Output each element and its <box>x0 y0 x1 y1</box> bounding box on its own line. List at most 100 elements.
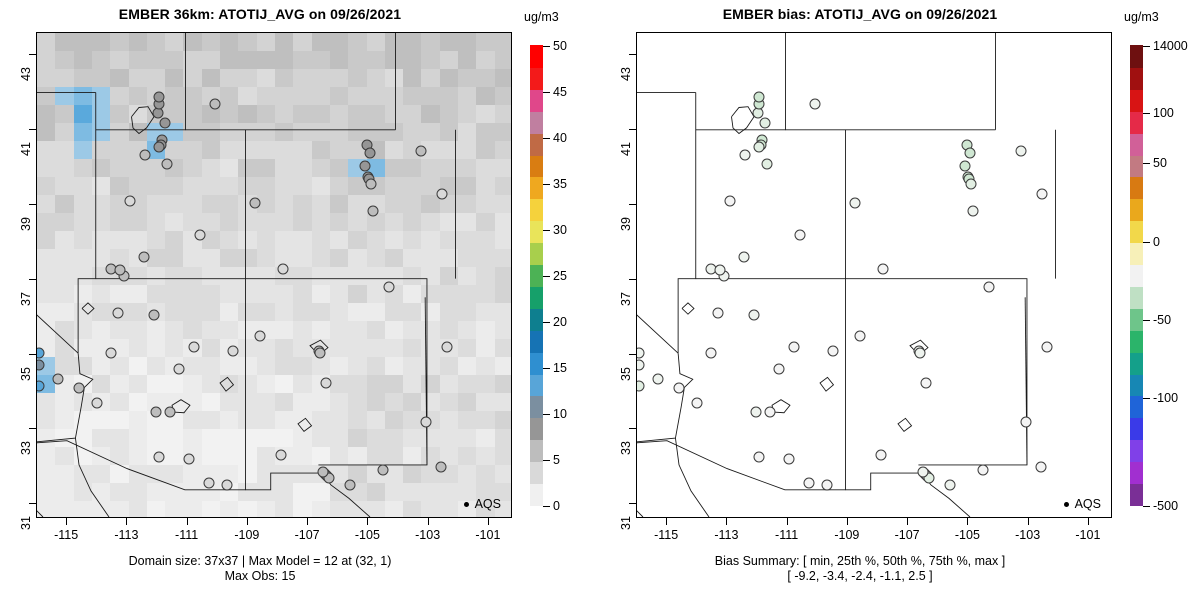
aqs-station-marker[interactable] <box>637 380 644 392</box>
aqs-station-marker[interactable] <box>752 107 763 119</box>
aqs-station-marker[interactable] <box>377 464 389 476</box>
aqs-station-marker[interactable] <box>436 188 448 200</box>
aqs-station-marker[interactable] <box>923 472 935 484</box>
aqs-station-marker[interactable] <box>809 98 821 110</box>
aqs-station-marker[interactable] <box>124 195 136 207</box>
aqs-station-marker[interactable] <box>1036 188 1048 200</box>
aqs-station-marker[interactable] <box>52 373 64 385</box>
aqs-station-marker[interactable] <box>1015 145 1027 157</box>
aqs-station-marker[interactable] <box>359 160 371 172</box>
aqs-station-marker[interactable] <box>114 264 126 276</box>
aqs-station-marker[interactable] <box>275 449 287 461</box>
aqs-station-marker[interactable] <box>753 91 765 103</box>
aqs-station-marker[interactable] <box>37 359 45 371</box>
aqs-station-marker[interactable] <box>748 309 760 321</box>
aqs-station-marker[interactable] <box>652 373 664 385</box>
aqs-station-marker[interactable] <box>877 263 889 275</box>
aqs-station-marker[interactable] <box>152 107 163 119</box>
aqs-station-marker[interactable] <box>112 307 124 319</box>
aqs-station-marker[interactable] <box>188 341 200 353</box>
aqs-station-marker[interactable] <box>73 382 85 394</box>
aqs-station-marker[interactable] <box>150 406 162 418</box>
aqs-station-marker[interactable] <box>364 147 376 159</box>
aqs-station-marker[interactable] <box>148 309 160 321</box>
aqs-station-marker[interactable] <box>965 178 977 190</box>
aqs-station-marker[interactable] <box>920 377 932 389</box>
aqs-station-marker[interactable] <box>209 98 221 110</box>
aqs-station-marker[interactable] <box>420 416 432 428</box>
aqs-station-marker[interactable] <box>673 382 685 394</box>
aqs-station-marker[interactable] <box>794 229 806 241</box>
aqs-station-marker[interactable] <box>1035 461 1047 473</box>
aqs-station-marker[interactable] <box>959 160 971 172</box>
aqs-station-marker[interactable] <box>739 149 751 160</box>
aqs-station-marker[interactable] <box>914 347 926 359</box>
aqs-station-marker[interactable] <box>788 341 800 353</box>
aqs-station-marker[interactable] <box>705 347 717 359</box>
aqs-station-marker[interactable] <box>221 479 233 491</box>
aqs-station-marker[interactable] <box>983 281 995 293</box>
aqs-station-marker[interactable] <box>365 178 377 190</box>
aqs-station-marker[interactable] <box>441 341 453 353</box>
aqs-station-marker[interactable] <box>91 397 103 409</box>
aqs-station-marker[interactable] <box>435 461 447 473</box>
aqs-station-marker[interactable] <box>153 91 165 103</box>
aqs-station-marker[interactable] <box>277 263 289 275</box>
aqs-station-marker[interactable] <box>821 479 833 491</box>
aqs-station-marker[interactable] <box>875 449 887 461</box>
aqs-station-marker[interactable] <box>317 466 329 478</box>
model-map-plot[interactable]: AQS <box>36 32 512 518</box>
aqs-station-marker[interactable] <box>759 117 771 129</box>
aqs-station-marker[interactable] <box>254 330 266 342</box>
aqs-station-marker[interactable] <box>773 363 785 375</box>
aqs-station-marker[interactable] <box>964 147 976 159</box>
aqs-station-marker[interactable] <box>750 406 762 418</box>
aqs-station-marker[interactable] <box>344 479 356 491</box>
aqs-station-marker[interactable] <box>849 197 861 209</box>
aqs-station-marker[interactable] <box>1041 341 1053 353</box>
aqs-station-marker[interactable] <box>917 466 929 478</box>
aqs-station-marker[interactable] <box>173 363 185 375</box>
aqs-station-marker[interactable] <box>183 453 195 465</box>
aqs-station-marker[interactable] <box>314 347 326 359</box>
aqs-station-marker[interactable] <box>691 397 703 409</box>
aqs-station-marker[interactable] <box>320 377 332 389</box>
aqs-station-marker[interactable] <box>323 472 335 484</box>
aqs-station-marker[interactable] <box>944 479 956 491</box>
aqs-station-marker[interactable] <box>967 205 979 217</box>
aqs-station-marker[interactable] <box>37 380 44 392</box>
aqs-station-marker[interactable] <box>138 251 150 263</box>
aqs-station-marker[interactable] <box>803 477 815 489</box>
aqs-station-marker[interactable] <box>105 347 117 359</box>
aqs-station-marker[interactable] <box>977 464 989 476</box>
aqs-station-marker[interactable] <box>738 251 750 263</box>
aqs-station-marker[interactable] <box>714 264 726 276</box>
aqs-station-marker[interactable] <box>783 453 795 465</box>
aqs-station-marker[interactable] <box>161 158 173 170</box>
aqs-station-marker[interactable] <box>153 141 165 153</box>
aqs-station-marker[interactable] <box>764 406 776 418</box>
aqs-station-marker[interactable] <box>37 347 44 359</box>
bias-map-plot[interactable]: AQS <box>636 32 1112 518</box>
aqs-station-marker[interactable] <box>712 307 724 319</box>
aqs-station-marker[interactable] <box>227 345 239 357</box>
aqs-station-marker[interactable] <box>637 359 645 371</box>
aqs-station-marker[interactable] <box>1020 416 1032 428</box>
aqs-station-marker[interactable] <box>139 149 151 160</box>
aqs-station-marker[interactable] <box>383 281 395 293</box>
aqs-station-marker[interactable] <box>827 345 839 357</box>
aqs-station-marker[interactable] <box>367 205 379 217</box>
aqs-station-marker[interactable] <box>164 406 176 418</box>
aqs-station-marker[interactable] <box>203 477 215 489</box>
aqs-station-marker[interactable] <box>249 197 261 209</box>
aqs-station-marker[interactable] <box>724 195 736 207</box>
aqs-station-marker[interactable] <box>637 347 644 359</box>
aqs-station-marker[interactable] <box>153 451 165 463</box>
aqs-station-marker[interactable] <box>159 117 171 129</box>
aqs-station-marker[interactable] <box>761 158 773 170</box>
aqs-station-marker[interactable] <box>854 330 866 342</box>
aqs-station-marker[interactable] <box>753 141 765 153</box>
aqs-station-marker[interactable] <box>194 229 206 241</box>
aqs-station-marker[interactable] <box>415 145 427 157</box>
aqs-station-marker[interactable] <box>753 451 765 463</box>
